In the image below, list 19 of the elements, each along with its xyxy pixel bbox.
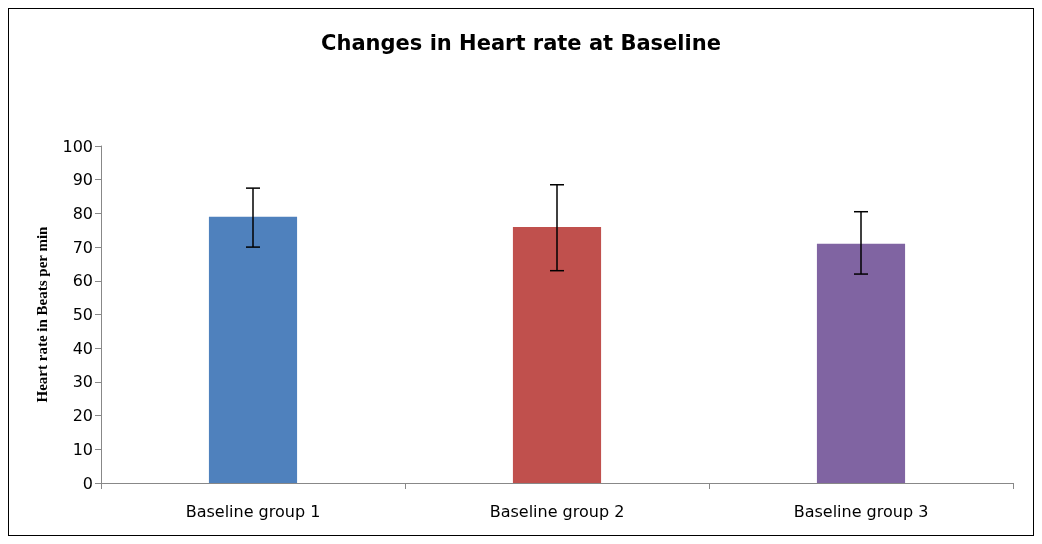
y-tick-label: 40 xyxy=(72,338,93,358)
bar xyxy=(816,243,906,483)
y-tick-label: 0 xyxy=(82,473,93,493)
y-tick-label: 30 xyxy=(72,372,93,392)
y-tick-label: 70 xyxy=(72,237,93,257)
y-axis-title: Heart rate in Beats per min xyxy=(33,225,50,403)
bar xyxy=(512,226,602,483)
x-tick-label: Baseline group 3 xyxy=(793,501,929,521)
y-tick-label: 20 xyxy=(72,406,93,426)
chart-title: Changes in Heart rate at Baseline xyxy=(321,30,721,55)
y-tick-label: 100 xyxy=(62,136,93,156)
y-tick-label: 90 xyxy=(72,170,93,190)
bar xyxy=(208,216,298,483)
x-tick-label: Baseline group 2 xyxy=(489,501,625,521)
y-tick-label: 50 xyxy=(72,305,93,324)
x-tick-label: Baseline group 1 xyxy=(185,501,321,521)
y-tick-label: 10 xyxy=(72,439,93,459)
y-tick-label: 60 xyxy=(72,271,93,291)
y-tick-label: 80 xyxy=(72,203,93,223)
